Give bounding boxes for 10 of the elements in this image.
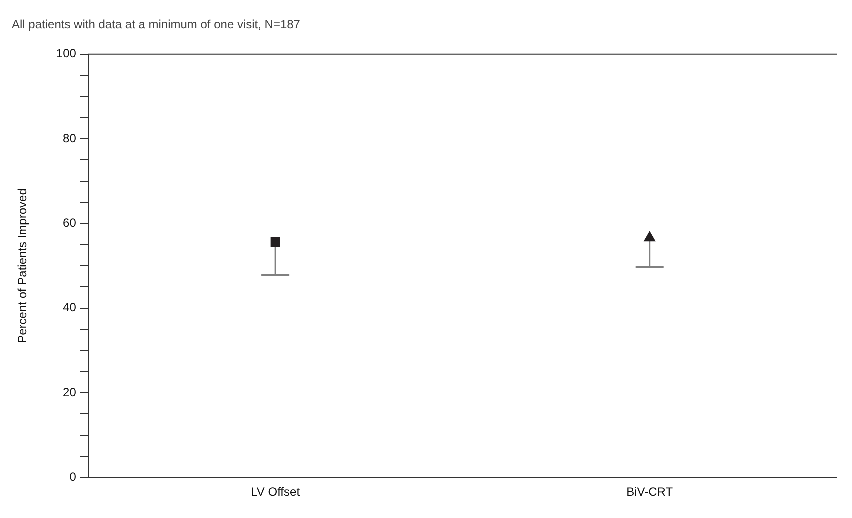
- y-tick-label: 80: [63, 131, 77, 146]
- y-tick-label: 100: [56, 46, 77, 61]
- y-tick-label: 60: [63, 216, 77, 230]
- y-tick-label: 0: [70, 470, 77, 484]
- x-tick-label: BiV-CRT: [626, 485, 674, 500]
- chart-title: All patients with data at a minimum of one visit, N=187: [12, 18, 301, 32]
- y-axis-title: Percent of Patients Improved: [16, 188, 30, 344]
- y-tick-label: 40: [63, 300, 77, 315]
- y-tick-label: 20: [63, 385, 77, 400]
- x-tick-label: LV Offset: [251, 485, 301, 500]
